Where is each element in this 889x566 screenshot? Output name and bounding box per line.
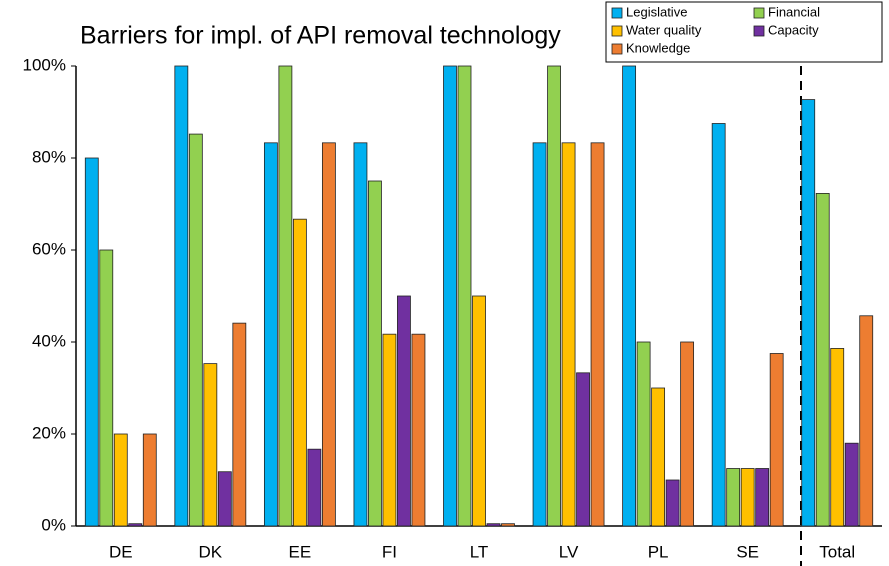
bar [217,471,232,527]
bar [411,333,426,527]
bar [457,65,472,527]
legend-swatch [611,43,623,55]
bar [590,142,605,527]
bar [680,341,695,527]
legend-label: Legislative [626,4,687,19]
bar [622,65,637,527]
bar [472,295,486,527]
bar [859,315,874,527]
bar [368,180,382,527]
x-tick-label: SE [736,542,759,561]
bar [99,249,114,527]
bar [188,133,203,527]
bar [769,353,784,527]
y-tick-label: 40% [32,331,66,350]
y-tick-label: 80% [32,147,66,166]
bar [830,348,845,527]
bar [113,433,128,527]
bar [443,65,457,527]
x-tick-label: Total [819,542,855,561]
bar [278,65,293,527]
x-tick-label: DE [109,542,133,561]
legend-label: Capacity [768,22,819,37]
x-tick-label: PL [648,542,669,561]
legend-swatch [753,25,765,37]
legend-box [605,1,883,63]
x-tick-label: DK [199,542,223,561]
bar [128,523,143,527]
bar [755,468,770,527]
bar [726,468,741,527]
x-tick-label: LT [470,542,489,561]
bar [801,99,816,527]
x-tick-label: EE [289,542,312,561]
bar [547,65,561,527]
bar [561,142,576,527]
bar [815,193,830,527]
bar [651,387,666,527]
y-tick-label: 0% [41,515,66,534]
bar [576,372,590,527]
bar [84,157,99,527]
bar [232,322,247,527]
bar [397,295,411,527]
bar [174,65,189,527]
legend-label: Knowledge [626,40,690,55]
bar [532,142,547,527]
bar [142,433,157,527]
bar [844,442,859,527]
bar [740,468,755,527]
bar [292,218,307,527]
bar [263,142,278,527]
bar [501,523,515,527]
bar [711,123,726,527]
y-tick-label: 60% [32,239,66,258]
bar [636,341,651,527]
legend-swatch [611,7,623,19]
legend-swatch [611,25,623,37]
y-tick-label: 20% [32,423,66,442]
bar [382,333,397,527]
bar [486,523,501,527]
y-tick-label: 100% [23,55,66,74]
legend-label: Water quality [626,22,702,37]
legend-swatch [753,7,765,19]
bar [321,142,336,527]
legend-label: Financial [768,4,820,19]
bar [203,363,218,527]
x-tick-label: FI [382,542,397,561]
x-tick-label: LV [559,542,579,561]
chart-title: Barriers for impl. of API removal techno… [80,22,561,50]
bar [353,142,368,527]
bar [665,479,680,527]
bar [307,448,322,527]
